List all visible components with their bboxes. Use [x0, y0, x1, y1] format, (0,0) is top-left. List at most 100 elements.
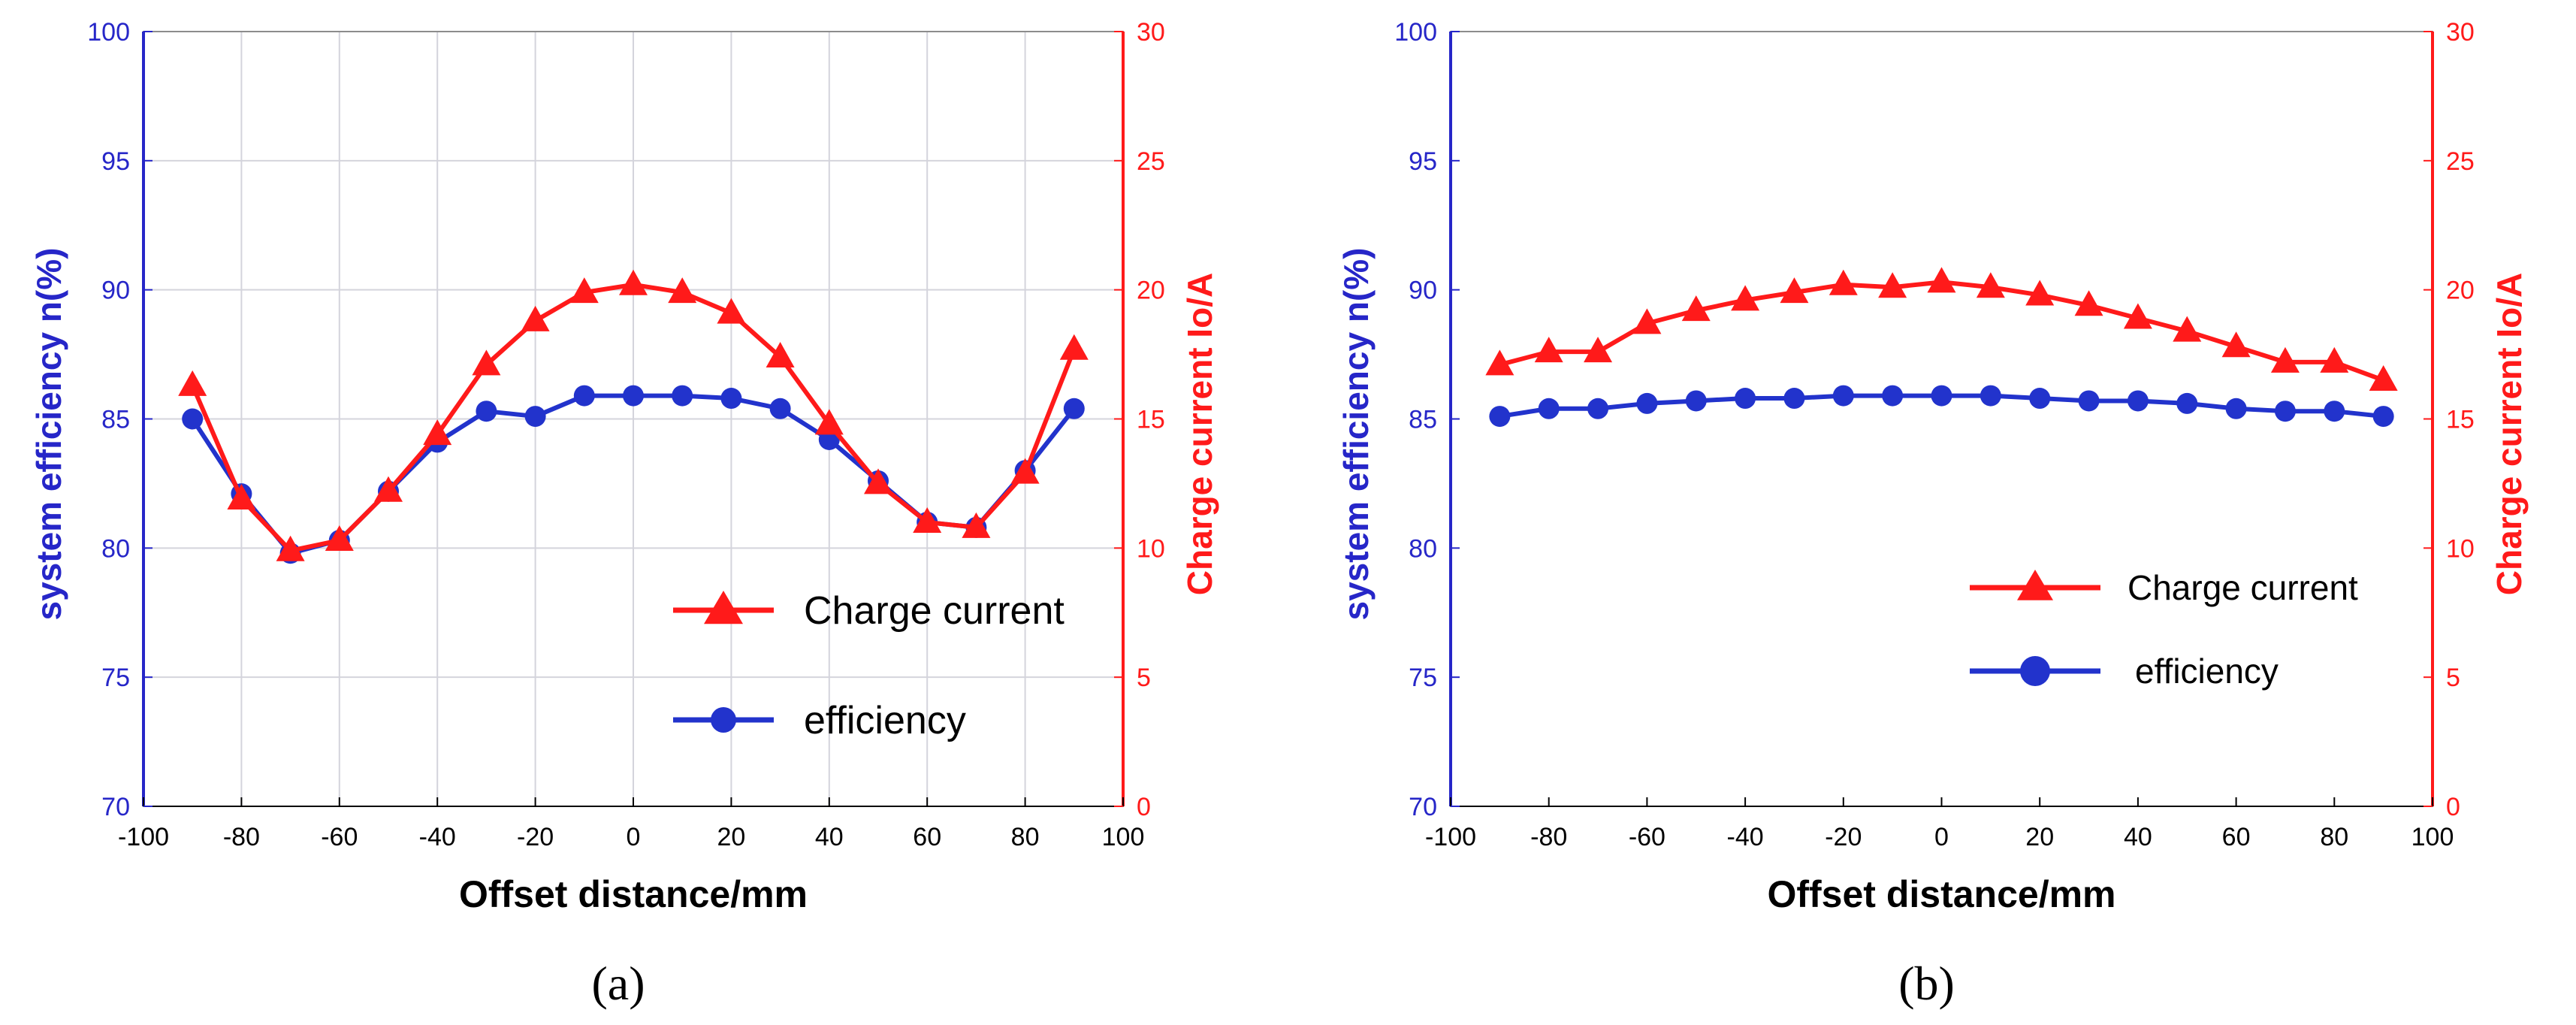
- y-right-tick-label: 15: [1137, 406, 1165, 434]
- data-point-charge-current: [374, 476, 403, 502]
- y-right-tick-label: 15: [2446, 406, 2475, 434]
- y-right-axis-title: Charge current Io/A: [1180, 273, 1219, 595]
- x-tick-label: -40: [419, 823, 456, 851]
- data-point-charge-current: [472, 349, 501, 376]
- data-point-efficiency: [1685, 390, 1707, 412]
- data-point-efficiency: [1587, 398, 1609, 419]
- data-point-efficiency: [672, 385, 693, 407]
- legend-circle-icon: [711, 707, 736, 733]
- x-tick-label: 0: [627, 823, 641, 851]
- y-left-tick-label: 100: [1394, 18, 1437, 47]
- data-point-charge-current: [2173, 316, 2202, 342]
- data-point-charge-current: [1927, 267, 1956, 293]
- panel-label: (b): [1898, 957, 1955, 1010]
- y-left-tick-label: 70: [1409, 793, 1437, 821]
- x-tick-label: 40: [815, 823, 844, 851]
- y-left-tick-label: 90: [101, 277, 130, 305]
- y-right-tick-label: 5: [2446, 664, 2460, 692]
- data-point-efficiency: [1063, 398, 1085, 419]
- data-point-efficiency: [1538, 398, 1560, 419]
- x-tick-label: 60: [913, 823, 941, 851]
- data-point-charge-current: [1731, 285, 1760, 311]
- y-left-tick-label: 90: [1409, 277, 1437, 305]
- data-point-charge-current: [276, 535, 305, 561]
- legend-circle-icon: [2020, 656, 2050, 686]
- y-left-axis-title: system efficiency n(%): [29, 248, 68, 621]
- data-point-charge-current: [1010, 458, 1040, 484]
- data-point-charge-current: [814, 409, 844, 435]
- data-point-charge-current: [1780, 277, 1809, 304]
- data-point-efficiency: [2078, 390, 2100, 412]
- data-point-charge-current: [962, 512, 991, 538]
- data-point-charge-current: [717, 298, 746, 324]
- data-point-charge-current: [2320, 346, 2349, 373]
- y-left-axis-title: system efficiency n(%): [1336, 248, 1376, 621]
- data-point-efficiency: [1636, 392, 1658, 414]
- data-point-efficiency: [573, 385, 595, 407]
- x-tick-label: -60: [1629, 823, 1665, 851]
- data-point-efficiency: [1931, 385, 1952, 407]
- y-left-tick-label: 75: [101, 664, 130, 692]
- data-point-efficiency: [2225, 398, 2247, 419]
- x-tick-label: 80: [1011, 823, 1040, 851]
- data-point-efficiency: [2274, 401, 2296, 422]
- legend-triangle-icon: [2017, 570, 2053, 600]
- y-left-tick-label: 95: [101, 147, 130, 176]
- data-point-efficiency: [1832, 385, 1854, 407]
- x-tick-label: 60: [2222, 823, 2251, 851]
- data-point-charge-current: [1681, 295, 1711, 322]
- y-left-tick-label: 85: [1409, 406, 1437, 434]
- y-left-tick-label: 95: [1409, 147, 1437, 176]
- x-tick-label: 40: [2124, 823, 2152, 851]
- chart-panel-a: -100 -80 -60 -40 -20 0 20 40 60 80 100707580859095…: [29, 18, 1219, 1010]
- x-tick-label: -100: [1425, 823, 1476, 851]
- data-point-charge-current: [1059, 334, 1089, 360]
- data-point-efficiency: [2372, 406, 2394, 428]
- data-point-efficiency: [524, 406, 546, 428]
- x-tick-label: 100: [2411, 823, 2454, 851]
- x-tick-label: 20: [2025, 823, 2054, 851]
- legend-label-efficiency: efficiency: [2135, 652, 2279, 691]
- data-point-charge-current: [1829, 269, 1858, 295]
- legend-label-charge-current: Charge current: [804, 589, 1065, 633]
- y-right-tick-label: 10: [1137, 534, 1165, 563]
- data-point-charge-current: [2123, 303, 2152, 329]
- data-point-efficiency: [1980, 385, 2001, 407]
- data-point-charge-current: [2369, 364, 2398, 391]
- data-point-charge-current: [227, 484, 256, 510]
- data-point-charge-current: [2025, 280, 2055, 306]
- y-left-tick-label: 80: [1409, 534, 1437, 563]
- x-tick-label: -100: [118, 823, 169, 851]
- y-right-tick-label: 25: [1137, 147, 1165, 176]
- x-tick-label: 100: [1102, 823, 1145, 851]
- data-point-charge-current: [1878, 272, 1907, 298]
- y-right-tick-label: 10: [2446, 534, 2475, 563]
- data-point-charge-current: [569, 277, 599, 304]
- data-point-efficiency: [1783, 388, 1805, 410]
- x-tick-label: -20: [1825, 823, 1862, 851]
- x-tick-label: -80: [223, 823, 260, 851]
- data-point-charge-current: [1632, 308, 1662, 334]
- data-point-efficiency: [2029, 388, 2051, 410]
- data-point-charge-current: [913, 506, 942, 533]
- x-axis-title: Offset distance/mm: [1767, 873, 2115, 915]
- y-right-tick-label: 20: [2446, 277, 2475, 305]
- legend-triangle-icon: [704, 591, 743, 624]
- x-tick-label: -20: [517, 823, 554, 851]
- data-point-charge-current: [1584, 337, 1613, 363]
- y-left-tick-label: 85: [101, 406, 130, 434]
- data-point-charge-current: [2270, 346, 2300, 373]
- data-point-charge-current: [2074, 290, 2103, 316]
- data-point-efficiency: [769, 398, 791, 419]
- y-right-tick-label: 25: [2446, 147, 2475, 176]
- y-left-tick-label: 80: [101, 534, 130, 563]
- series-line-charge-current: [1499, 280, 2384, 382]
- x-axis-title: Offset distance/mm: [459, 873, 808, 915]
- data-point-charge-current: [1976, 272, 2005, 298]
- data-point-charge-current: [325, 525, 354, 552]
- data-point-charge-current: [521, 305, 550, 331]
- x-tick-label: 20: [717, 823, 745, 851]
- data-point-charge-current: [1534, 337, 1563, 363]
- data-point-charge-current: [423, 419, 452, 446]
